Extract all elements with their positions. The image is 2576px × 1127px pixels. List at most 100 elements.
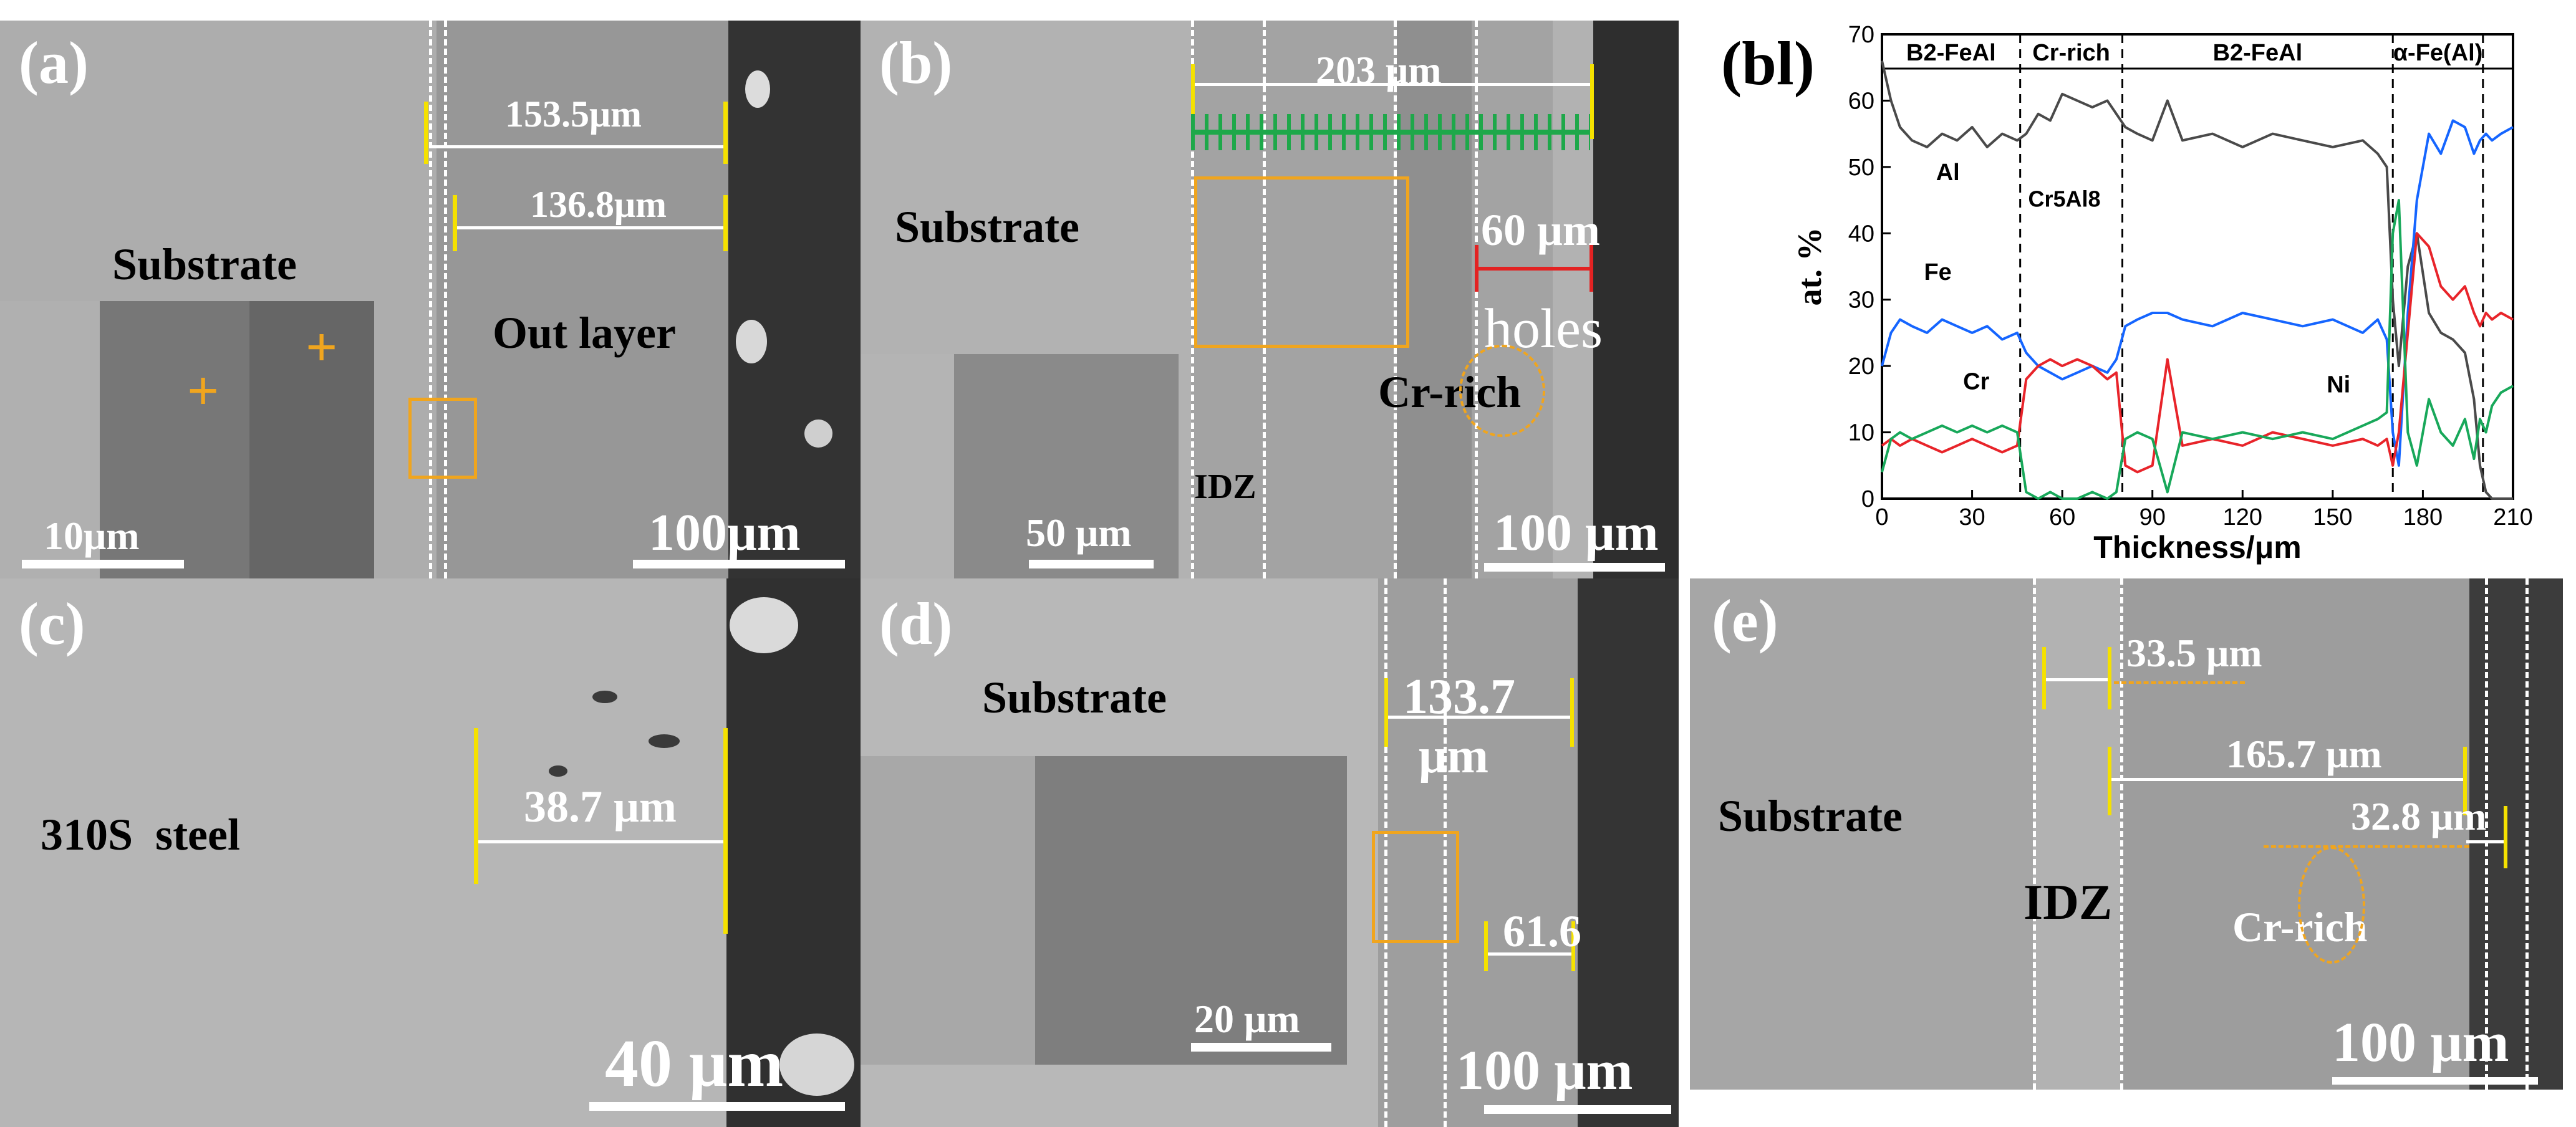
out-layer-label: Out layer [493, 308, 676, 358]
coating-region [1378, 578, 1578, 1127]
interface-line [1475, 21, 1478, 578]
series-label-fe: Fe [1924, 259, 1951, 285]
interface-line [1263, 21, 1266, 578]
interface-line [429, 21, 432, 578]
zone-label: α-Fe(Al) [2393, 40, 2483, 66]
zoom-box [1372, 831, 1459, 943]
edge-region [1593, 21, 1679, 578]
x-tick-label: 60 [2049, 504, 2075, 530]
inset-image: 20 μm [861, 756, 1347, 1065]
measure-mark [723, 195, 728, 251]
cr-rich-band [1397, 21, 1472, 578]
measure-mark [1590, 64, 1594, 139]
x-tick-label: 150 [2313, 504, 2352, 530]
measure-mark [1384, 678, 1388, 747]
x-tick-label: 0 [1875, 504, 1888, 530]
measure-mark [1191, 64, 1195, 139]
interface-line [1384, 578, 1387, 1127]
composition-chart: (bl) B2-FeAl Cr-rich B2-FeAl α-Fe(Al) 0 30 60 90… [1721, 22, 2533, 565]
x-tick-label: 120 [2223, 504, 2262, 530]
holes-ellipse [1459, 345, 1545, 437]
scale-bar [589, 1102, 845, 1111]
panel-label: (a) [19, 29, 89, 96]
x-tick-label: 30 [1959, 504, 1985, 530]
pore [549, 765, 567, 777]
zoom-box [408, 398, 477, 479]
panel-label: (b) [879, 29, 953, 96]
y-tick-label: 0 [1861, 486, 1874, 512]
measure-arrow [2111, 778, 2463, 781]
scale-label: 100 μm [1456, 1040, 1633, 1101]
guide-dash [2264, 845, 2469, 848]
grid-scale-ticks [1191, 114, 1590, 150]
scale-label: 100 μm [2332, 1012, 2509, 1073]
edge-particle [779, 1033, 854, 1096]
chart-panel: (bl) B2-FeAl Cr-rich B2-FeAl α-Fe(Al) 0 30 60 90… [1696, 0, 2569, 567]
measure-arrow [1388, 716, 1570, 719]
zoom-box [1194, 176, 1409, 348]
y-tick-label: 70 [1848, 22, 1874, 48]
edge-region [726, 578, 861, 1127]
interface-line [2033, 578, 2036, 1090]
interface-line [2120, 578, 2123, 1090]
measure-mark [2463, 747, 2467, 815]
panel-label: (bl) [1721, 29, 1815, 98]
plot-frame [1881, 33, 2514, 500]
substrate-label: Substrate [112, 239, 297, 289]
material-label: 310S steel [41, 810, 240, 860]
measure-mark [1570, 678, 1574, 747]
edge-region [1578, 578, 1679, 1127]
measure-arrow [1195, 83, 1590, 86]
dimension-label: 61.6 [1503, 906, 1581, 956]
measure-mark [2108, 647, 2111, 709]
dimension-label: 153.5μm [505, 94, 642, 135]
phase-annotation: Cr5Al8 [2028, 186, 2100, 212]
measure-mark [723, 728, 728, 934]
panel-b: 203 μm 60 μm holes Cr-rich (b) Substrate… [861, 21, 1679, 578]
inset-light [861, 756, 1035, 1065]
scale-bar [633, 560, 845, 568]
measure-mark [474, 728, 478, 884]
red-measure-tick [1475, 245, 1479, 292]
series-line-fe [1881, 119, 2514, 467]
scale-bar [1484, 563, 1665, 572]
measure-mark [2504, 806, 2507, 868]
interface-line [1191, 21, 1194, 578]
dimension-label: 203 μm [1316, 48, 1442, 92]
panel-c: 38.7 μm (c) 310S steel 40 μm [0, 578, 861, 1127]
measure-mark [1484, 921, 1488, 971]
panel-d: 133.7 μm 61.6 (d) Substrate 20 μm 100 μm [861, 578, 1679, 1127]
series-label-ni: Ni [2327, 372, 2350, 398]
dimension-label: 165.7 μm [2226, 732, 2382, 776]
series-line-cr [1881, 232, 2514, 474]
cr-rich-ellipse [2298, 846, 2365, 964]
interface-line [1444, 578, 1447, 1127]
inset-scale-label: 20 μm [1194, 997, 1300, 1041]
pore [649, 734, 680, 748]
inset-scale-bar [1191, 1043, 1331, 1052]
zone-label: B2-FeAl [1906, 40, 1996, 66]
edge-particle [736, 320, 767, 363]
y-tick-label: 40 [1848, 221, 1874, 247]
coating-region [2120, 578, 2469, 1090]
series-label-al: Al [1936, 160, 1960, 186]
y-tick-label: 30 [1848, 287, 1874, 314]
pore [592, 691, 617, 703]
scale-label: 40 μm [605, 1027, 784, 1101]
zone-label: Cr-rich [2032, 40, 2110, 66]
measure-mark [2042, 647, 2046, 709]
scale-bar [1484, 1105, 1671, 1114]
interface-line [2525, 578, 2529, 1090]
crosshair-marker: + [306, 317, 338, 378]
dimension-label: 136.8μm [530, 184, 667, 225]
panel-a-main: 153.5μm 136.8μm (a) Substrate Out layer … [0, 21, 861, 578]
measure-arrow [1488, 952, 1571, 956]
measure-mark [1571, 921, 1575, 971]
dimension-label: 133.7 [1403, 669, 1515, 724]
crosshair-marker: + [187, 360, 219, 422]
dimension-label: 38.7 μm [524, 782, 677, 832]
inset-idz [100, 301, 249, 578]
interface-line [2485, 578, 2488, 1090]
substrate-label: Substrate [895, 202, 1080, 252]
x-tick-label: 210 [2493, 504, 2532, 530]
